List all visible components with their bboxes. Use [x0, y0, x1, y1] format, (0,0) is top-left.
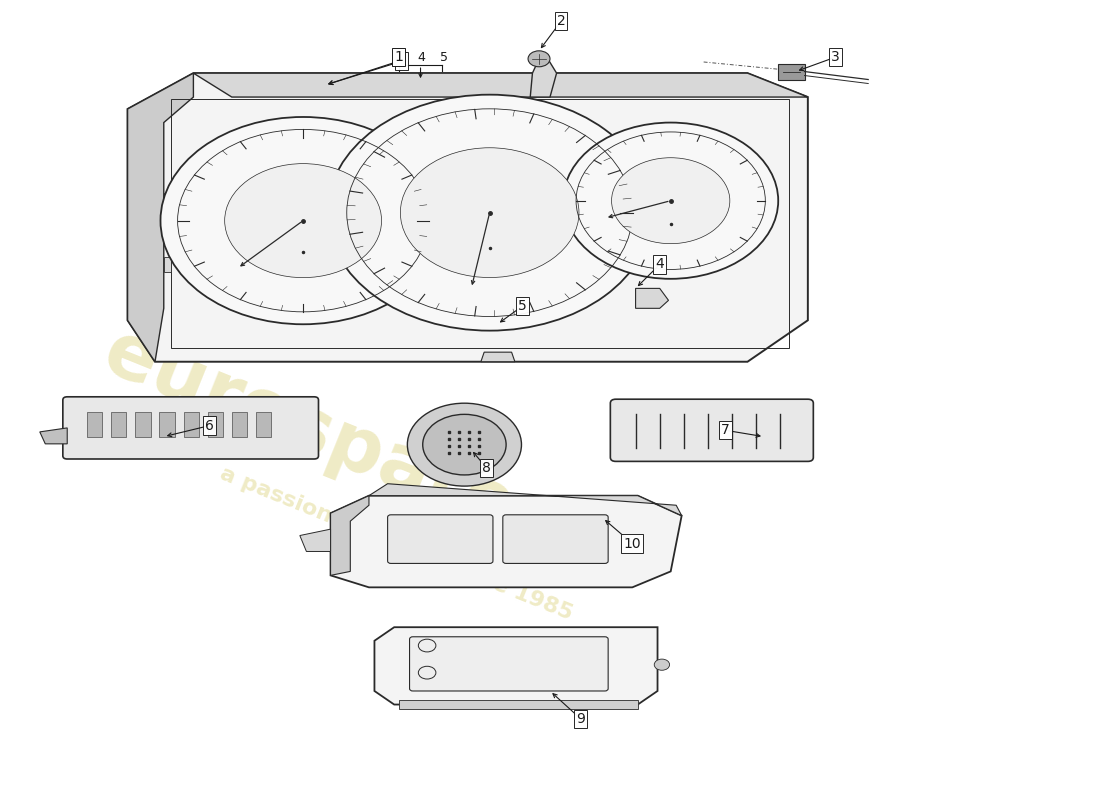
Polygon shape	[128, 73, 807, 362]
Text: 1: 1	[394, 50, 403, 64]
Text: 7: 7	[722, 423, 730, 438]
FancyBboxPatch shape	[610, 399, 813, 462]
FancyBboxPatch shape	[503, 515, 608, 563]
FancyBboxPatch shape	[387, 515, 493, 563]
Text: 5: 5	[518, 299, 527, 313]
Text: 10: 10	[624, 537, 641, 550]
Bar	[87, 412, 102, 438]
Circle shape	[224, 164, 382, 278]
Bar	[208, 412, 223, 438]
Text: 8: 8	[482, 461, 491, 474]
Polygon shape	[481, 352, 515, 362]
Bar	[256, 412, 272, 438]
Text: 4: 4	[656, 258, 664, 271]
Bar	[232, 412, 248, 438]
Circle shape	[400, 148, 579, 278]
FancyBboxPatch shape	[409, 637, 608, 691]
Circle shape	[328, 94, 652, 330]
Polygon shape	[530, 58, 557, 97]
Circle shape	[654, 659, 670, 670]
Polygon shape	[331, 496, 682, 587]
Circle shape	[612, 158, 729, 244]
Text: 2: 2	[557, 14, 565, 28]
Polygon shape	[164, 257, 172, 273]
Text: 6: 6	[206, 418, 214, 433]
Text: 3: 3	[830, 50, 839, 64]
Circle shape	[563, 122, 778, 279]
Polygon shape	[636, 288, 669, 308]
Polygon shape	[164, 225, 172, 241]
FancyBboxPatch shape	[63, 397, 319, 459]
Polygon shape	[128, 73, 194, 362]
Text: 5: 5	[440, 50, 448, 64]
Text: 4: 4	[418, 50, 426, 64]
Bar	[111, 412, 126, 438]
Bar	[398, 700, 638, 710]
Circle shape	[422, 414, 506, 475]
Polygon shape	[300, 529, 331, 551]
Bar	[160, 412, 175, 438]
Polygon shape	[164, 193, 172, 209]
Text: 9: 9	[576, 712, 585, 726]
Polygon shape	[194, 73, 807, 97]
Polygon shape	[368, 484, 682, 515]
Text: a passion for parts since 1985: a passion for parts since 1985	[217, 463, 575, 624]
Text: eurospares: eurospares	[92, 315, 569, 565]
Bar	[778, 63, 804, 79]
Text: 1: 1	[397, 54, 406, 68]
Bar	[184, 412, 199, 438]
Circle shape	[528, 51, 550, 66]
Circle shape	[407, 403, 521, 486]
Bar	[135, 412, 151, 438]
Circle shape	[161, 117, 446, 324]
Polygon shape	[374, 627, 658, 705]
Polygon shape	[40, 428, 67, 444]
Polygon shape	[331, 496, 368, 575]
